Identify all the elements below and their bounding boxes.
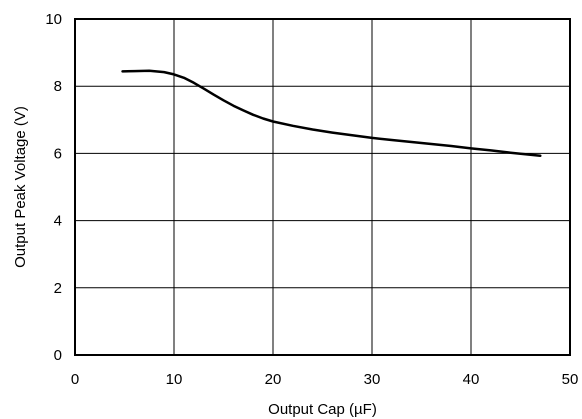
x-tick-label: 50 [562,371,579,388]
series-line-1 [121,69,542,158]
x-tick-label: 40 [463,371,480,388]
x-tick-label: 10 [166,371,183,388]
y-tick-label: 4 [54,213,62,230]
x-tick-labels: 0 10 20 30 40 50 [71,371,579,388]
x-tick-label: 0 [71,371,79,388]
y-axis-label: Output Peak Voltage (V) [12,106,29,268]
plot-frame [74,18,571,356]
grid [75,19,570,355]
y-tick-label: 10 [45,11,62,28]
y-tick-label: 6 [54,145,62,162]
y-tick-label: 0 [54,347,62,364]
x-tick-label: 20 [265,371,282,388]
x-axis-label: Output Cap (µF) [268,401,377,418]
series-group [121,69,542,158]
x-tick-label: 30 [364,371,381,388]
y-tick-label: 8 [54,78,62,95]
y-tick-label: 2 [54,280,62,297]
y-tick-labels: 0 2 4 6 8 10 [45,11,62,364]
